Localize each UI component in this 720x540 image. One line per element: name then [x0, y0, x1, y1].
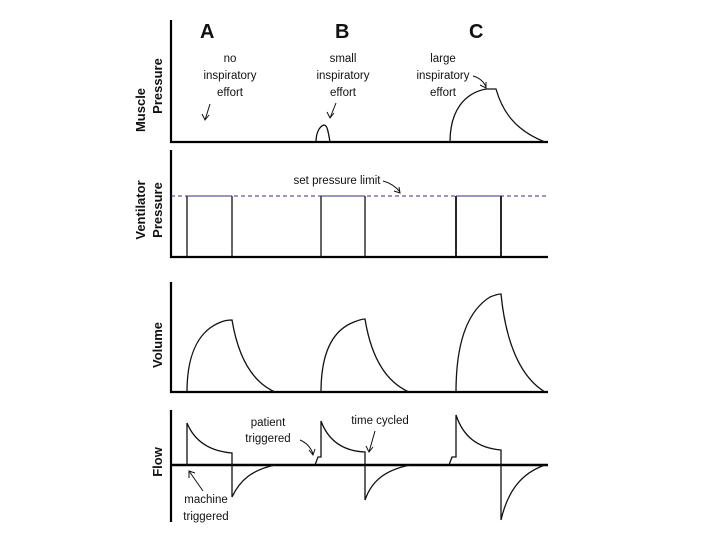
volume-label: Volume: [150, 322, 165, 368]
patient-triggered-arrow: [299, 439, 316, 457]
muscle-pressure-label-line2: Pressure: [150, 58, 165, 114]
vent-pressure-breath-a: [186, 196, 233, 257]
no-effort-arrow: [201, 103, 211, 121]
no-effort-line3: effort: [217, 87, 244, 99]
volume-panel: Volume: [150, 282, 548, 394]
vent-pressure-breath-b: [320, 196, 366, 257]
large-effort-line1: large: [430, 53, 456, 65]
large-effort-arrow: [472, 75, 487, 89]
flow-label: Flow: [150, 446, 165, 476]
small-effort-line2: inspiratory: [316, 70, 369, 82]
ventilator-pressure-label-line1: Ventilator: [133, 180, 148, 239]
volume-curve-a: [186, 319, 276, 393]
no-effort-line2: inspiratory: [203, 70, 256, 82]
volume-curve-b: [320, 318, 410, 393]
column-label-b: B: [335, 21, 349, 43]
small-effort-arrow: [326, 102, 337, 119]
muscle-pressure-label-line1: Muscle: [133, 88, 148, 132]
patient-triggered-line1: patient: [251, 417, 286, 429]
patient-triggered-line2: triggered: [245, 433, 290, 445]
ventilator-pressure-axes: [169, 150, 548, 259]
set-pressure-limit-label: set pressure limit: [294, 175, 382, 187]
small-effort-line3: effort: [330, 87, 357, 99]
small-effort-line1: small: [330, 53, 357, 65]
flow-panel: Flow: [150, 410, 548, 522]
large-effort-line2: inspiratory: [416, 70, 469, 82]
volume-axes: [169, 282, 548, 394]
flow-curve-b: [314, 420, 411, 501]
large-effort-line3: effort: [430, 87, 457, 99]
ventilator-pressure-panel: Ventilator Pressure: [133, 150, 548, 259]
machine-triggered-arrow: [188, 470, 204, 492]
muscle-pressure-panel: Muscle Pressure: [133, 20, 548, 144]
small-effort-curve: [315, 124, 331, 143]
vent-pressure-breath-c: [455, 196, 502, 257]
set-pressure-limit-arrow: [382, 180, 401, 194]
no-effort-line1: no: [224, 53, 237, 65]
volume-curve-c: [455, 293, 546, 393]
muscle-pressure-axes: [169, 20, 548, 144]
flow-curve-c: [448, 414, 546, 521]
time-cycled-label: time cycled: [351, 415, 409, 427]
column-label-c: C: [469, 21, 483, 43]
column-label-a: A: [200, 21, 214, 43]
ventilator-pressure-label-line2: Pressure: [150, 182, 165, 238]
machine-triggered-line1: machine: [184, 494, 227, 506]
large-effort-curve: [449, 88, 546, 143]
flow-curve-a: [186, 422, 276, 498]
time-cycled-arrow: [365, 430, 376, 453]
machine-triggered-line2: triggered: [183, 511, 228, 523]
